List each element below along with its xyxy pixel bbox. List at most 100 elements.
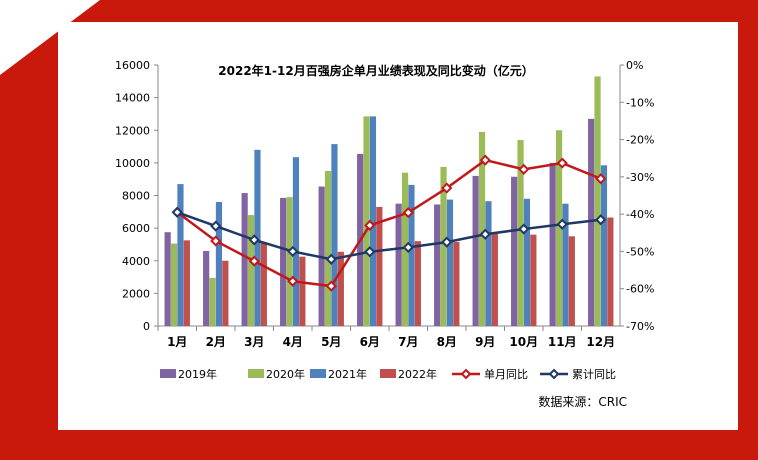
- bar-2022年-12月: [607, 217, 614, 326]
- left-tick-label: 2000: [122, 287, 150, 300]
- bar-2022年-6月: [376, 206, 383, 326]
- bar-2020年-4月: [286, 197, 293, 326]
- bar-2021年-12月: [600, 165, 608, 326]
- x-tick-label: 1月: [167, 335, 187, 349]
- legend-marker-单月同比: [460, 368, 472, 380]
- legend: 2019年 2020年 2021年 2022年 单月同比 累计同比: [160, 367, 616, 381]
- bar-2019年-10月: [511, 176, 518, 326]
- right-tick-label: -50%: [626, 245, 654, 258]
- bar-2019年-1月: [164, 232, 171, 326]
- bar-2019年-8月: [434, 204, 441, 326]
- legend-label-2019年: 2019年: [178, 367, 217, 381]
- lines-group: [171, 154, 607, 292]
- left-tick-label: 6000: [122, 222, 150, 235]
- point-累计同比-7月: [402, 241, 414, 253]
- x-tick-label: 12月: [586, 335, 615, 349]
- bar-2021年-4月: [292, 157, 300, 326]
- bar-2019年-2月: [203, 250, 210, 326]
- right-tick-label: -40%: [626, 208, 654, 221]
- x-tick-label: 6月: [360, 335, 380, 349]
- point-累计同比-9月: [479, 228, 491, 240]
- left-tick-label: 8000: [122, 190, 150, 203]
- right-tick-label: 0%: [626, 59, 643, 72]
- right-tick-label: -20%: [626, 134, 654, 147]
- bar-2019年-9月: [472, 175, 479, 326]
- bar-2020年-8月: [440, 166, 447, 326]
- bars-group: [164, 76, 614, 327]
- x-tick-label: 8月: [437, 335, 457, 349]
- point-累计同比-1月: [171, 206, 183, 218]
- frame-corner-wedge: [0, 0, 100, 75]
- point-单月同比-4月: [287, 275, 299, 287]
- legend-swatch-2022年: [380, 369, 396, 378]
- point-单月同比-3月: [248, 255, 260, 267]
- x-tick-label: 5月: [321, 335, 341, 349]
- left-tick-label: 4000: [122, 255, 150, 268]
- bar-2020年-2月: [209, 277, 216, 326]
- point-单月同比-6月: [364, 219, 376, 231]
- left-tick-label: 0: [143, 320, 150, 333]
- bar-2021年-10月: [523, 198, 531, 326]
- bar-2021年-1月: [177, 184, 184, 326]
- bar-2019年-12月: [588, 118, 595, 326]
- bar-2022年-2月: [222, 260, 229, 326]
- bar-2019年-4月: [280, 197, 287, 326]
- right-tick-label: -10%: [626, 96, 654, 109]
- bar-2022年-11月: [568, 236, 575, 326]
- point-单月同比-2月: [210, 235, 222, 247]
- point-累计同比-2月: [210, 220, 222, 232]
- bar-2019年-11月: [549, 162, 556, 326]
- x-tick-label: 4月: [283, 335, 303, 349]
- bar-2020年-12月: [594, 76, 601, 326]
- point-累计同比-8月: [441, 236, 453, 248]
- x-tick-label: 9月: [475, 335, 495, 349]
- legend-swatch-2020年: [248, 369, 264, 378]
- point-累计同比-3月: [248, 234, 260, 246]
- legend-label-2022年: 2022年: [398, 367, 437, 381]
- bar-2022年-9月: [491, 233, 498, 326]
- point-单月同比-12月: [595, 173, 607, 185]
- bar-2021年-11月: [562, 203, 569, 326]
- point-单月同比-8月: [441, 182, 453, 194]
- bar-2021年-2月: [215, 202, 223, 326]
- bar-2020年-5月: [324, 171, 332, 326]
- point-累计同比-4月: [287, 245, 299, 258]
- bar-2020年-6月: [363, 116, 370, 327]
- left-tick-label: 16000: [115, 59, 150, 72]
- bar-2022年-3月: [260, 242, 267, 326]
- x-tick-label: 3月: [244, 335, 264, 349]
- legend-swatch-2019年: [160, 369, 176, 378]
- data-source-note: 数据来源：CRIC: [538, 394, 627, 409]
- right-tick-label: -70%: [626, 320, 654, 333]
- point-累计同比-6月: [364, 246, 376, 258]
- legend-swatch-2021年: [310, 369, 326, 378]
- point-单月同比-11月: [556, 157, 568, 169]
- bar-2019年-3月: [241, 193, 248, 326]
- line-累计同比: [176, 211, 601, 261]
- point-累计同比-10月: [518, 223, 530, 235]
- left-tick-label: 14000: [115, 92, 150, 105]
- x-tick-label: 11月: [548, 335, 577, 349]
- point-单月同比-10月: [518, 163, 530, 176]
- chart-title: 2022年1-12月百强房企单月业绩表现及同比变动（亿元）: [218, 63, 533, 78]
- point-累计同比-5月: [325, 253, 337, 265]
- line-单月同比: [176, 158, 602, 288]
- legend-label-累计同比: 累计同比: [572, 368, 616, 381]
- chart-canvas: 2022年1-12月百强房企单月业绩表现及同比变动（亿元） 0 2000 4000 6…: [115, 59, 654, 409]
- bar-2020年-9月: [478, 131, 486, 326]
- right-tick-label: -60%: [626, 283, 654, 296]
- right-tick-label: -30%: [626, 171, 654, 184]
- bar-2022年-10月: [530, 234, 537, 326]
- left-tick-label: 12000: [115, 124, 150, 137]
- bar-2020年-11月: [555, 130, 563, 326]
- bar-2021年-9月: [485, 201, 492, 326]
- point-单月同比-7月: [402, 207, 414, 219]
- point-累计同比-12月: [595, 214, 607, 226]
- legend-label-单月同比: 单月同比: [484, 368, 528, 381]
- bar-2021年-7月: [408, 184, 415, 326]
- bar-2021年-6月: [369, 116, 377, 327]
- x-tick-label: 7月: [398, 335, 418, 349]
- bar-2020年-3月: [247, 215, 255, 326]
- point-累计同比-11月: [556, 218, 568, 230]
- bar-2021年-8月: [446, 199, 454, 326]
